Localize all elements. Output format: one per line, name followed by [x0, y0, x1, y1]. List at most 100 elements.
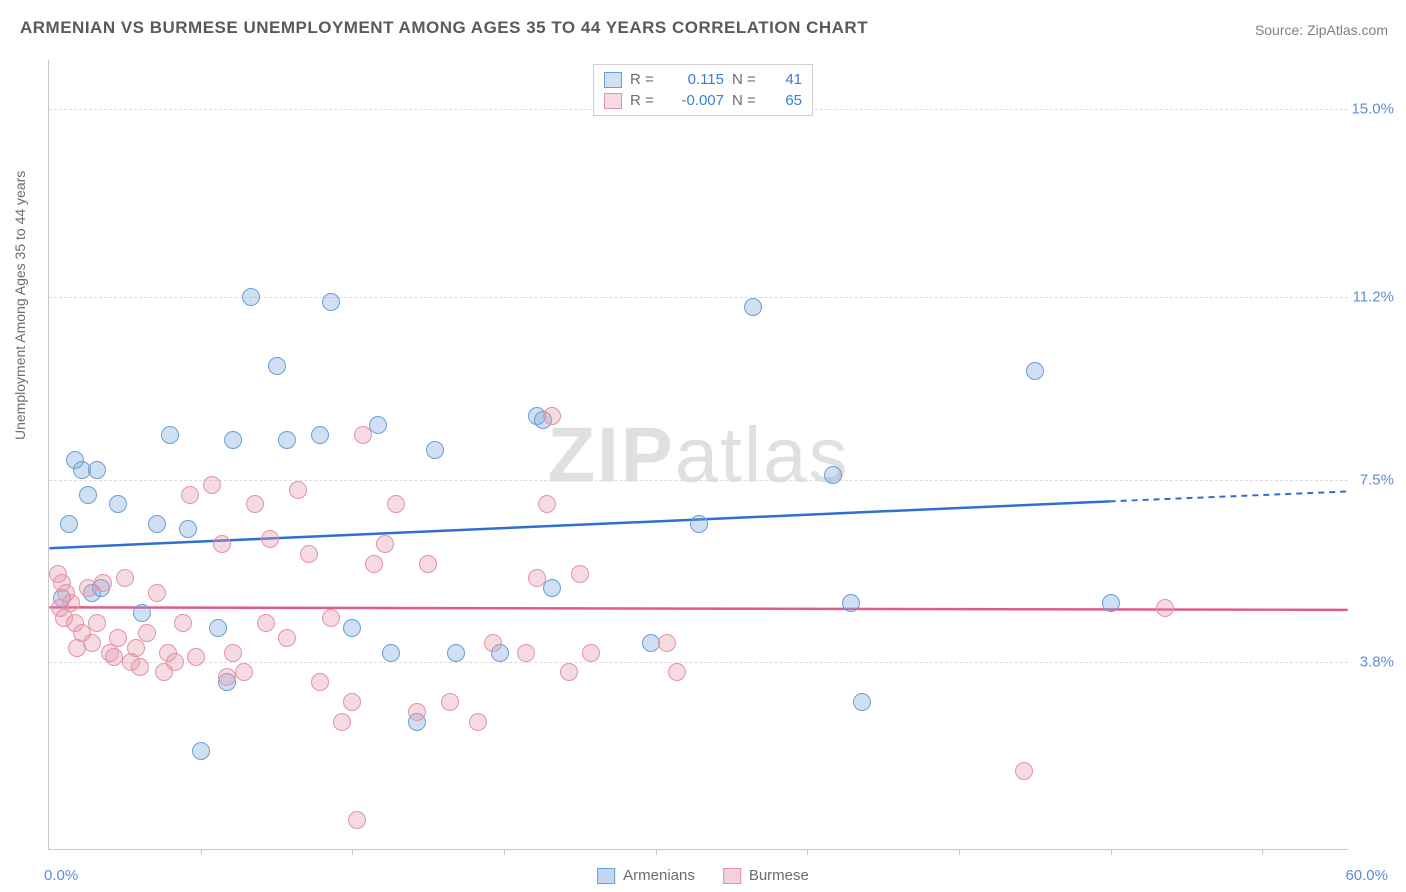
- x-tick: [1262, 849, 1263, 855]
- legend-swatch: [723, 868, 741, 884]
- data-point: [235, 663, 253, 681]
- data-point: [842, 594, 860, 612]
- data-point: [447, 644, 465, 662]
- legend-item: Burmese: [723, 867, 809, 884]
- data-point: [543, 579, 561, 597]
- data-point: [289, 481, 307, 499]
- data-point: [1026, 362, 1044, 380]
- data-point: [517, 644, 535, 662]
- data-point: [83, 634, 101, 652]
- data-point: [88, 461, 106, 479]
- data-point: [469, 713, 487, 731]
- watermark-bold: ZIP: [547, 410, 674, 498]
- data-point: [582, 644, 600, 662]
- series-legend: Armenians Burmese: [597, 867, 809, 884]
- x-tick: [1111, 849, 1112, 855]
- data-point: [257, 614, 275, 632]
- data-point: [343, 619, 361, 637]
- legend-n-label: N =: [732, 71, 762, 88]
- data-point: [181, 486, 199, 504]
- legend-n-value: 41: [770, 71, 802, 88]
- data-point: [824, 466, 842, 484]
- trendlines-svg: [49, 60, 1348, 849]
- data-point: [278, 629, 296, 647]
- data-point: [658, 634, 676, 652]
- data-point: [242, 288, 260, 306]
- data-point: [109, 495, 127, 513]
- data-point: [382, 644, 400, 662]
- data-point: [62, 594, 80, 612]
- y-axis-label: Unemployment Among Ages 35 to 44 years: [12, 171, 28, 440]
- data-point: [192, 742, 210, 760]
- data-point: [138, 624, 156, 642]
- data-point: [127, 639, 145, 657]
- data-point: [690, 515, 708, 533]
- legend-r-value: 0.115: [668, 71, 724, 88]
- data-point: [218, 668, 236, 686]
- data-point: [419, 555, 437, 573]
- data-point: [853, 693, 871, 711]
- data-point: [311, 673, 329, 691]
- data-point: [571, 565, 589, 583]
- data-point: [744, 298, 762, 316]
- data-point: [348, 811, 366, 829]
- data-point: [333, 713, 351, 731]
- correlation-legend: R = 0.115 N = 41 R = -0.007 N = 65: [593, 64, 813, 116]
- data-point: [213, 535, 231, 553]
- data-point: [484, 634, 502, 652]
- legend-r-value: -0.007: [668, 92, 724, 109]
- data-point: [322, 609, 340, 627]
- data-point: [148, 584, 166, 602]
- data-point: [560, 663, 578, 681]
- legend-swatch: [604, 72, 622, 88]
- gridline: [49, 480, 1348, 481]
- data-point: [354, 426, 372, 444]
- legend-item: Armenians: [597, 867, 695, 884]
- y-tick-label: 7.5%: [1360, 471, 1394, 488]
- data-point: [1156, 599, 1174, 617]
- legend-row: R = -0.007 N = 65: [604, 90, 802, 111]
- data-point: [174, 614, 192, 632]
- data-point: [187, 648, 205, 666]
- x-min-label: 0.0%: [44, 867, 78, 884]
- data-point: [408, 703, 426, 721]
- data-point: [166, 653, 184, 671]
- legend-label: Armenians: [623, 867, 695, 884]
- data-point: [203, 476, 221, 494]
- data-point: [179, 520, 197, 538]
- data-point: [94, 574, 112, 592]
- data-point: [79, 486, 97, 504]
- source-attribution: Source: ZipAtlas.com: [1255, 22, 1388, 38]
- data-point: [365, 555, 383, 573]
- plot-area: ZIPatlas: [48, 60, 1348, 850]
- data-point: [131, 658, 149, 676]
- watermark: ZIPatlas: [547, 409, 849, 500]
- x-tick: [201, 849, 202, 855]
- legend-r-label: R =: [630, 71, 660, 88]
- data-point: [343, 693, 361, 711]
- data-point: [668, 663, 686, 681]
- data-point: [1102, 594, 1120, 612]
- x-tick: [807, 849, 808, 855]
- data-point: [426, 441, 444, 459]
- data-point: [528, 569, 546, 587]
- data-point: [268, 357, 286, 375]
- legend-swatch: [597, 868, 615, 884]
- data-point: [538, 495, 556, 513]
- x-tick: [504, 849, 505, 855]
- data-point: [88, 614, 106, 632]
- data-point: [311, 426, 329, 444]
- data-point: [369, 416, 387, 434]
- legend-n-value: 65: [770, 92, 802, 109]
- data-point: [224, 431, 242, 449]
- data-point: [116, 569, 134, 587]
- data-point: [1015, 762, 1033, 780]
- data-point: [278, 431, 296, 449]
- data-point: [133, 604, 151, 622]
- x-max-label: 60.0%: [1345, 867, 1388, 884]
- legend-r-label: R =: [630, 92, 660, 109]
- data-point: [376, 535, 394, 553]
- y-tick-label: 15.0%: [1351, 101, 1394, 118]
- legend-row: R = 0.115 N = 41: [604, 69, 802, 90]
- legend-n-label: N =: [732, 92, 762, 109]
